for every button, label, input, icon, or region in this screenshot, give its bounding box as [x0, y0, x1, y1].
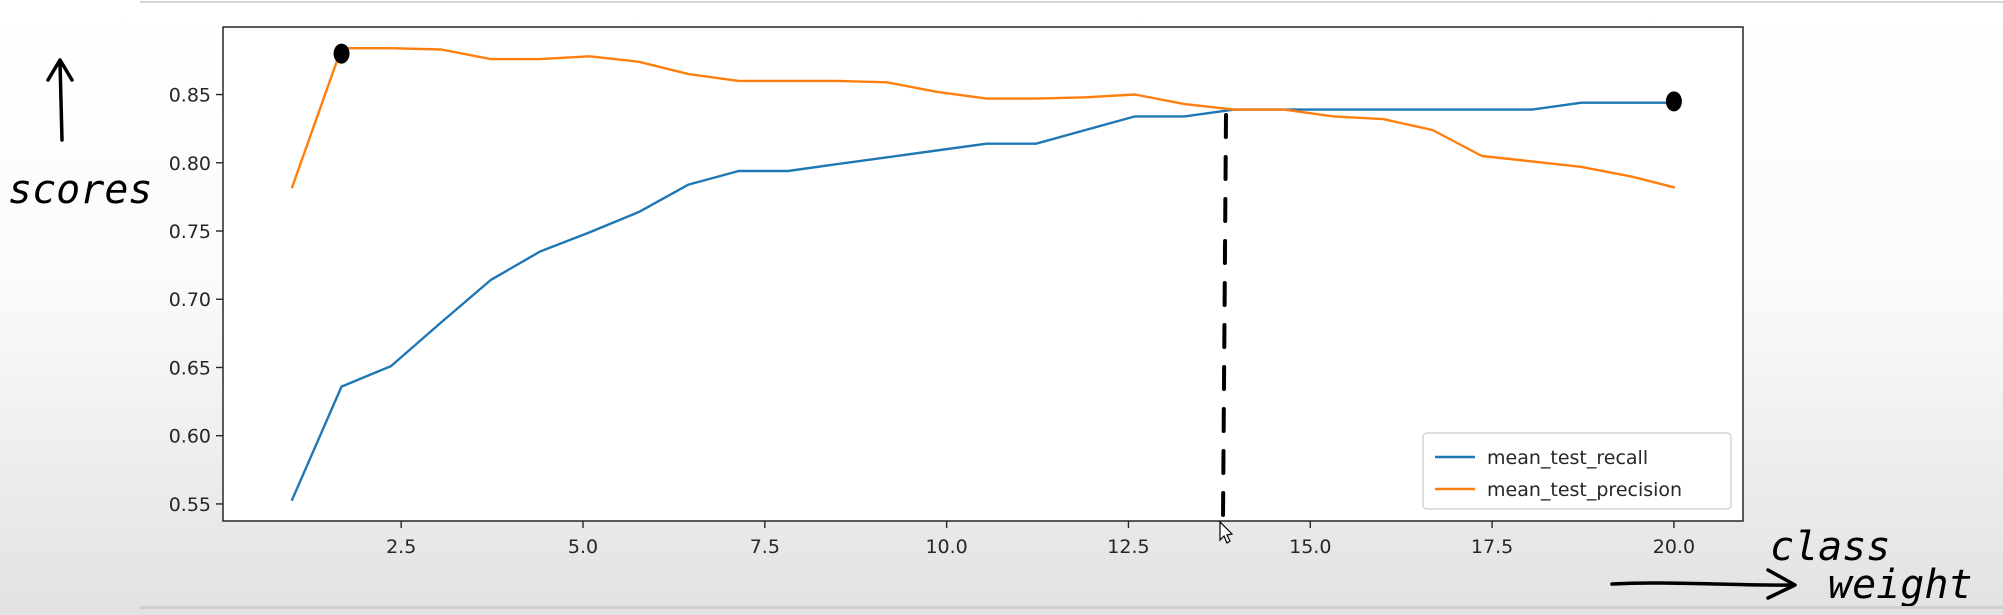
x-tick-label: 20.0: [1653, 536, 1695, 558]
y-tick-label: 0.55: [169, 494, 211, 516]
hand-annotation-y: scores: [8, 58, 153, 213]
legend-label: mean_test_precision: [1487, 479, 1682, 501]
y-tick-label: 0.60: [169, 426, 211, 448]
marker-dot: [1665, 91, 1682, 112]
x-tick-label: 7.5: [750, 536, 780, 558]
x-tick-label: 10.0: [925, 536, 967, 558]
x-tick-label: 2.5: [386, 536, 416, 558]
x-annotation-text-2: weight: [1828, 562, 1973, 608]
plot-frame: [222, 26, 1744, 522]
x-tick-label: 5.0: [568, 536, 598, 558]
legend-label: mean_test_recall: [1487, 447, 1648, 469]
up-arrow-shaft: [58, 60, 64, 142]
bottom-divider: [140, 606, 2003, 609]
y-tick-label: 0.75: [169, 221, 211, 243]
marker-dot: [333, 43, 350, 64]
y-tick-label: 0.70: [169, 289, 211, 311]
y-tick-label: 0.80: [169, 153, 211, 175]
cursor-icon: [1219, 520, 1234, 544]
right-arrow-head: [1766, 568, 1797, 600]
x-tick-label: 17.5: [1471, 536, 1513, 558]
x-tick-label: 12.5: [1107, 536, 1149, 558]
right-arrow-shaft: [1610, 581, 1792, 587]
x-axis: 2.5 5.0 7.5 10.0 12.5 15.0 17.5 20.0: [386, 521, 1695, 558]
legend-box: [1422, 432, 1732, 510]
y-axis: 0.55 0.60 0.65 0.70 0.75 0.80 0.85: [169, 85, 223, 516]
up-arrow-head: [46, 58, 74, 82]
y-annotation-text: scores: [8, 167, 153, 213]
series-layer: [290, 47, 1676, 501]
hand-annotation-x: class weight: [1610, 524, 1973, 608]
series-line-mean_test_recall: [290, 101, 1676, 501]
y-tick-label: 0.85: [169, 85, 211, 107]
x-tick-label: 15.0: [1289, 536, 1331, 558]
annotation-layer: [333, 43, 1682, 521]
y-tick-label: 0.65: [169, 357, 211, 379]
dashed-marker-line: [1221, 113, 1228, 521]
x-annotation-text-1: class: [1770, 524, 1890, 570]
legend: mean_test_recall mean_test_precision: [1422, 432, 1732, 510]
series-line-mean_test_precision: [290, 47, 1676, 189]
